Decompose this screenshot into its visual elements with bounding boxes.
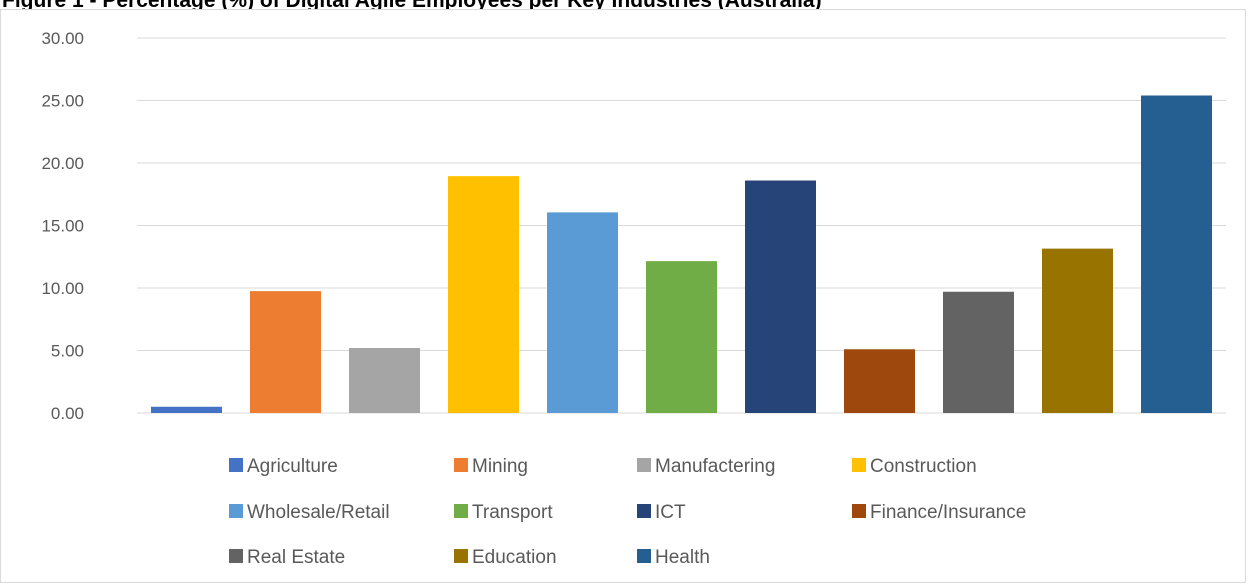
bars xyxy=(151,95,1212,413)
y-tick-label: 5.00 xyxy=(51,342,84,361)
y-tick-label: 30.00 xyxy=(41,29,84,48)
y-tick-label: 20.00 xyxy=(41,154,84,173)
legend-swatch xyxy=(454,458,468,472)
y-tick-label: 15.00 xyxy=(41,217,84,236)
legend-swatch xyxy=(637,504,651,518)
legend-label: Education xyxy=(472,547,557,568)
y-tick-label: 0.00 xyxy=(51,404,84,423)
bar-mining xyxy=(250,291,321,413)
legend-swatch xyxy=(229,549,243,563)
bar-health xyxy=(1141,95,1212,413)
bar-wholesale-retail xyxy=(547,212,618,413)
legend-label: Agriculture xyxy=(247,456,338,477)
bar-real-estate xyxy=(943,291,1014,413)
y-axis-ticks: 0.00 5.00 10.00 15.00 20.00 25.00 30.00 xyxy=(41,29,84,423)
chart-title: Figure 1 - Percentage (%) of Digital Agi… xyxy=(2,0,822,9)
bar-construction xyxy=(448,176,519,413)
legend-swatch xyxy=(852,458,866,472)
y-tick-label: 25.00 xyxy=(41,92,84,111)
legend-label: Wholesale/Retail xyxy=(247,502,390,523)
legend-swatch xyxy=(852,504,866,518)
legend-swatch xyxy=(637,458,651,472)
bar-agriculture xyxy=(151,406,222,413)
legend-swatch xyxy=(637,549,651,563)
legend-swatch xyxy=(454,504,468,518)
legend-swatch xyxy=(454,549,468,563)
legend-swatch xyxy=(229,458,243,472)
legend-label: Real Estate xyxy=(247,547,345,568)
legend-label: Transport xyxy=(472,502,553,523)
legend-label: Mining xyxy=(472,456,528,477)
legend: Agriculture Mining Manufactering Constructi… xyxy=(229,456,1026,568)
y-tick-label: 10.00 xyxy=(41,279,84,298)
legend-swatch xyxy=(229,504,243,518)
chart-title-strip: Figure 1 - Percentage (%) of Digital Agi… xyxy=(0,0,1248,9)
legend-label: Manufactering xyxy=(655,456,775,477)
bar-transport xyxy=(646,261,717,413)
chart-area xyxy=(0,9,1246,583)
legend-label: ICT xyxy=(655,502,686,523)
legend-label: Health xyxy=(655,547,710,568)
bar-manufactering xyxy=(349,348,420,413)
legend-label: Finance/Insurance xyxy=(870,502,1026,523)
bar-education xyxy=(1042,248,1113,413)
bar-finance-insurance xyxy=(844,349,915,413)
bar-ict xyxy=(745,180,816,413)
legend-label: Construction xyxy=(870,456,977,477)
